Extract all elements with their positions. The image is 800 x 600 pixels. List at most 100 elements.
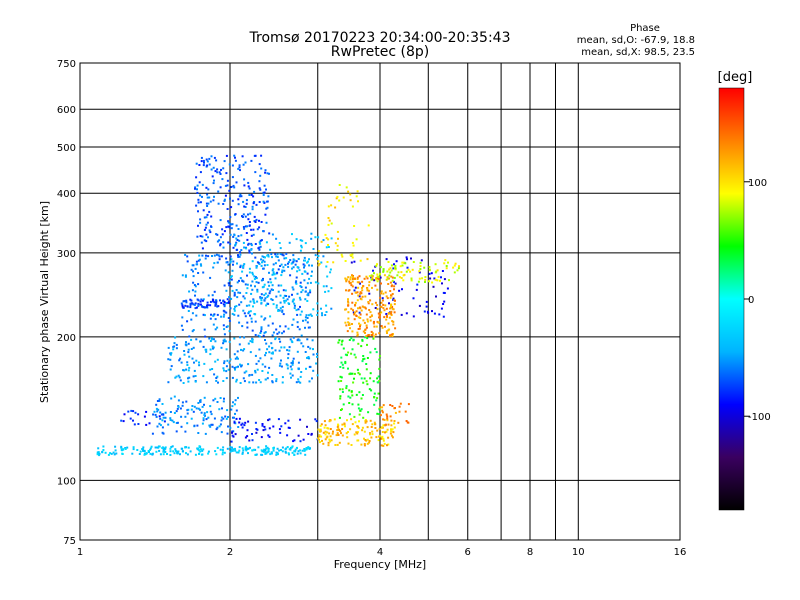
data-point bbox=[240, 301, 243, 304]
data-point bbox=[360, 345, 363, 348]
data-point bbox=[102, 445, 105, 448]
data-point bbox=[367, 301, 370, 303]
data-point bbox=[225, 325, 228, 328]
data-point bbox=[226, 179, 229, 182]
data-point bbox=[352, 311, 355, 314]
data-point bbox=[283, 301, 286, 304]
data-point bbox=[271, 322, 274, 325]
data-point bbox=[158, 398, 161, 401]
data-point bbox=[225, 289, 228, 292]
data-point bbox=[233, 337, 236, 340]
data-point bbox=[157, 408, 160, 411]
data-point bbox=[242, 349, 245, 352]
data-point bbox=[242, 226, 245, 228]
data-point bbox=[200, 160, 203, 163]
data-point bbox=[233, 309, 236, 312]
data-point bbox=[216, 313, 219, 316]
data-point bbox=[275, 295, 278, 298]
data-point bbox=[351, 256, 354, 259]
data-point bbox=[376, 381, 379, 384]
data-point bbox=[184, 446, 187, 449]
data-point bbox=[246, 283, 249, 286]
data-point bbox=[203, 362, 206, 365]
data-point bbox=[205, 306, 208, 309]
data-point bbox=[358, 275, 361, 278]
data-point bbox=[243, 371, 246, 374]
data-point bbox=[205, 418, 208, 421]
data-point bbox=[242, 241, 245, 244]
data-point bbox=[357, 316, 360, 319]
data-point bbox=[350, 444, 353, 446]
data-point bbox=[219, 243, 222, 246]
data-point bbox=[358, 373, 361, 376]
data-point bbox=[363, 357, 366, 360]
data-point bbox=[383, 442, 386, 445]
data-point bbox=[351, 278, 354, 280]
data-point bbox=[392, 323, 395, 326]
data-point bbox=[275, 255, 278, 258]
data-point bbox=[260, 154, 263, 157]
data-point bbox=[380, 282, 382, 285]
data-point bbox=[237, 198, 240, 201]
data-point bbox=[271, 334, 274, 337]
data-point bbox=[339, 397, 342, 400]
data-point bbox=[169, 450, 172, 453]
data-point bbox=[365, 324, 368, 327]
data-point bbox=[391, 276, 394, 279]
data-point bbox=[237, 228, 240, 230]
data-point bbox=[347, 311, 350, 314]
data-point bbox=[250, 317, 253, 320]
data-point bbox=[173, 342, 176, 345]
data-point bbox=[243, 380, 246, 383]
data-point bbox=[372, 337, 375, 340]
data-point bbox=[271, 233, 274, 236]
data-point bbox=[319, 441, 321, 444]
data-point bbox=[132, 448, 135, 451]
data-point bbox=[453, 271, 456, 274]
data-point bbox=[214, 318, 217, 321]
data-point bbox=[280, 274, 283, 277]
data-point bbox=[368, 440, 371, 442]
data-point bbox=[307, 357, 310, 360]
data-point bbox=[360, 309, 363, 312]
data-point bbox=[267, 371, 269, 374]
data-point bbox=[386, 417, 389, 420]
data-point bbox=[316, 352, 318, 355]
data-point bbox=[297, 368, 300, 371]
data-point bbox=[206, 196, 209, 199]
data-point bbox=[317, 260, 320, 263]
data-point bbox=[233, 353, 236, 356]
x-tick-label: 16 bbox=[674, 547, 687, 558]
data-point bbox=[262, 200, 265, 203]
data-point bbox=[258, 201, 261, 203]
data-point bbox=[364, 420, 367, 422]
data-point bbox=[234, 156, 236, 159]
data-point bbox=[368, 281, 371, 284]
data-point bbox=[264, 297, 267, 300]
data-point bbox=[432, 285, 435, 288]
data-point bbox=[303, 448, 306, 450]
data-point bbox=[231, 376, 234, 379]
data-point bbox=[378, 413, 381, 416]
data-point bbox=[268, 366, 271, 369]
data-point bbox=[377, 375, 380, 378]
data-point bbox=[212, 199, 215, 202]
data-point bbox=[436, 279, 439, 282]
data-point bbox=[406, 421, 409, 424]
data-point bbox=[363, 377, 366, 380]
data-point bbox=[232, 435, 235, 438]
data-point bbox=[433, 312, 436, 315]
data-point bbox=[377, 321, 380, 324]
data-point bbox=[375, 264, 378, 267]
data-point bbox=[306, 261, 309, 264]
data-point bbox=[365, 275, 368, 278]
data-point bbox=[259, 332, 262, 334]
data-point bbox=[369, 419, 372, 422]
data-point bbox=[356, 278, 359, 280]
data-point bbox=[214, 397, 217, 400]
data-point bbox=[159, 424, 162, 427]
data-point bbox=[308, 258, 310, 261]
data-point bbox=[266, 377, 269, 380]
data-point bbox=[347, 300, 349, 303]
data-point bbox=[187, 310, 190, 312]
